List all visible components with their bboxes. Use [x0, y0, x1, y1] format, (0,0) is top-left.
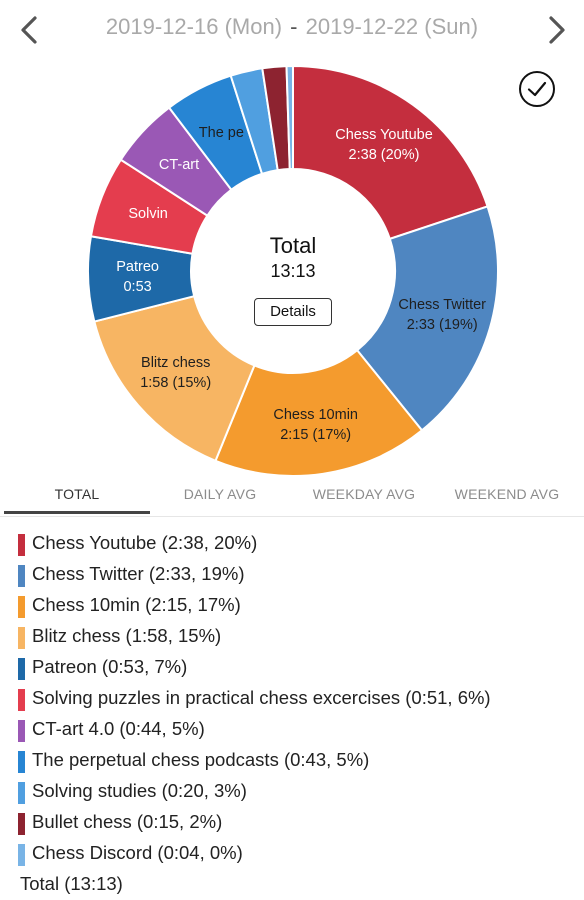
view-tabs: TOTAL DAILY AVG WEEKDAY AVG WEEKEND AVG [0, 480, 584, 517]
slice-label: Chess Youtube 2:38 (20%) [335, 125, 433, 165]
legend-swatch [18, 813, 25, 835]
slice-label-line: Chess 10min [273, 406, 358, 423]
legend-label: Blitz chess (1:58, 15%) [32, 625, 222, 646]
slice-label-line: 2:38 (20%) [348, 146, 420, 163]
slice-label-line: 1:58 (15%) [140, 375, 212, 392]
date-range[interactable]: 2019-12-16 (Mon) - 2019-12-22 (Sun) [0, 14, 584, 40]
legend-item[interactable]: Chess Youtube (2:38, 20%) [0, 528, 584, 559]
chevron-left-icon [21, 16, 37, 44]
legend-label: Chess 10min (2:15, 17%) [32, 594, 241, 615]
legend-list: Chess Youtube (2:38, 20%) Chess Twitter … [0, 528, 584, 900]
legend-swatch [18, 658, 25, 680]
slice-label: Blitz chess 1:58 (15%) [140, 353, 211, 393]
slice-label-line: Blitz chess [141, 355, 211, 372]
slice-chess-discord[interactable] [285, 64, 294, 171]
slice-label: Patreo 0:53 [116, 257, 159, 297]
legend-item[interactable]: Chess 10min (2:15, 17%) [0, 590, 584, 621]
legend-label: Solving studies (0:20, 3%) [32, 780, 247, 801]
tab-weekend-avg[interactable]: WEEKEND AVG [454, 486, 560, 502]
slice-label-line: Chess Twitter [398, 296, 487, 313]
legend-swatch [18, 751, 25, 773]
slice-chess-twitter[interactable] [355, 205, 499, 432]
donut-chart-svg [87, 64, 499, 477]
details-button[interactable]: Details [254, 298, 332, 326]
slice-chess-10min[interactable] [214, 348, 424, 477]
next-week-button[interactable] [536, 10, 576, 50]
legend-label: Chess Twitter (2:33, 19%) [32, 563, 245, 584]
chevron-right-icon [549, 16, 565, 44]
legend-item[interactable]: Solving studies (0:20, 3%) [0, 776, 584, 807]
slice-label-line: The pe [198, 124, 244, 141]
tab-total[interactable]: TOTAL [4, 480, 150, 514]
legend-label: Chess Youtube (2:38, 20%) [32, 532, 258, 553]
select-check-button[interactable] [518, 70, 556, 108]
tab-weekday-avg[interactable]: WEEKDAY AVG [312, 486, 416, 502]
slice-label: CT-art [159, 155, 199, 175]
chart-center-title: Total [269, 233, 317, 258]
date-header: 2019-12-16 (Mon) - 2019-12-22 (Sun) [0, 0, 584, 56]
slice-label-line: 2:33 (19%) [406, 316, 478, 333]
slice-chess-youtube[interactable] [292, 64, 489, 241]
legend-swatch [18, 844, 25, 866]
slice-label: Chess Twitter 2:33 (19%) [398, 295, 486, 335]
legend-item[interactable]: Blitz chess (1:58, 15%) [0, 621, 584, 652]
legend-total-label: Total (13:13) [20, 873, 123, 894]
slice-label-line: Chess Youtube [335, 126, 433, 143]
legend-swatch [18, 565, 25, 587]
legend-label: Bullet chess (0:15, 2%) [32, 811, 223, 832]
legend-item[interactable]: Solving puzzles in practical chess excer… [0, 683, 584, 714]
slice-label-line: CT-art [158, 157, 200, 174]
date-separator: - [290, 14, 298, 39]
tab-daily-avg[interactable]: DAILY AVG [183, 486, 257, 502]
legend-item[interactable]: Patreon (0:53, 7%) [0, 652, 584, 683]
legend-item[interactable]: Chess Discord (0:04, 0%) [0, 838, 584, 869]
previous-week-button[interactable] [10, 10, 50, 50]
legend-swatch [18, 689, 25, 711]
legend-label: Solving puzzles in practical chess excer… [32, 687, 491, 708]
legend-swatch [18, 720, 25, 742]
donut-hole [192, 170, 394, 372]
legend-label: CT-art 4.0 (0:44, 5%) [32, 718, 205, 739]
legend-total-row: Total (13:13) [0, 869, 584, 900]
end-date: 2019-12-22 (Sun) [305, 14, 479, 39]
slice-label-line: 2:15 (17%) [280, 426, 352, 443]
legend-item[interactable]: Bullet chess (0:15, 2%) [0, 807, 584, 838]
legend-label: Patreon (0:53, 7%) [32, 656, 188, 677]
start-date: 2019-12-16 (Mon) [105, 14, 283, 39]
legend-swatch [18, 782, 25, 804]
legend-swatch [18, 627, 25, 649]
slice-label-line: Solvin [128, 206, 168, 223]
chart-center-total: 13:13 [270, 261, 316, 281]
slice-label: Chess 10min 2:15 (17%) [273, 405, 358, 445]
slice-blitz-chess[interactable] [93, 294, 256, 463]
legend-item[interactable]: The perpetual chess podcasts (0:43, 5%) [0, 745, 584, 776]
slice-label: The pe [199, 123, 244, 143]
legend-label: Chess Discord (0:04, 0%) [32, 842, 243, 863]
legend-swatch [18, 534, 25, 556]
legend-swatch [18, 596, 25, 618]
check-circle-icon [519, 71, 555, 107]
donut-chart: Chess Youtube 2:38 (20%) Chess Twitter 2:33… [0, 56, 584, 486]
slice-label-line: 0:53 [123, 279, 152, 296]
slice-label-line: Patreo [116, 259, 159, 276]
slice-label: Solvin [128, 204, 168, 224]
legend-item[interactable]: Chess Twitter (2:33, 19%) [0, 559, 584, 590]
legend-item[interactable]: CT-art 4.0 (0:44, 5%) [0, 714, 584, 745]
legend-label: The perpetual chess podcasts (0:43, 5%) [32, 749, 370, 770]
